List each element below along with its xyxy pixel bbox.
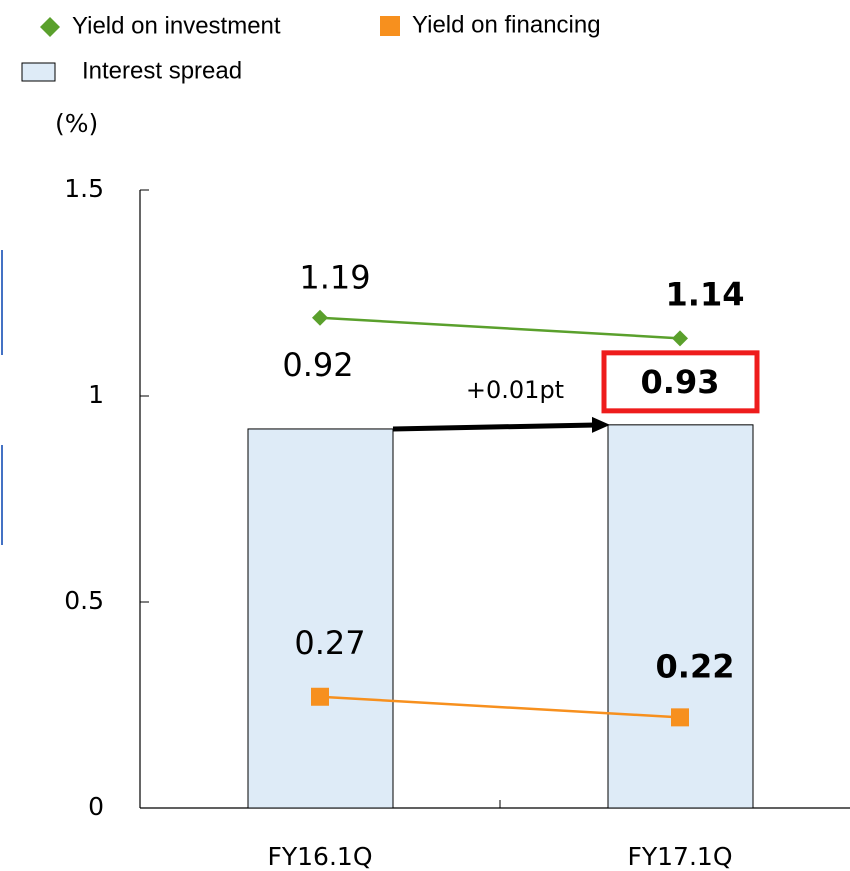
legend-marker <box>21 62 56 82</box>
x-tick-label: FY17.1Q <box>628 842 733 871</box>
data-label: 0.93 <box>641 363 720 401</box>
legend-marker <box>380 16 400 36</box>
legend-label: Interest spread <box>82 57 242 84</box>
y-tick-label: 1.5 <box>64 174 104 203</box>
data-label: 1.14 <box>666 275 745 313</box>
data-label: 0.27 <box>294 624 365 662</box>
data-label: 0.92 <box>282 346 353 384</box>
y-unit-label: (%) <box>55 109 98 138</box>
annotation: +0.01pt <box>466 376 564 404</box>
y-tick-label: 0.5 <box>64 586 104 615</box>
bar <box>607 424 754 809</box>
arrow-head <box>592 416 610 433</box>
marker <box>672 330 688 347</box>
data-label: 1.19 <box>299 259 370 297</box>
x-tick-label: FY16.1Q <box>268 842 373 871</box>
marker <box>671 708 689 727</box>
marker <box>312 309 328 326</box>
highlight-box <box>601 350 760 414</box>
data-label: 0.22 <box>656 647 735 685</box>
y-tick-label: 1 <box>88 380 104 409</box>
marker <box>311 687 329 706</box>
series-line <box>319 316 681 340</box>
bar <box>247 428 394 809</box>
change-arrow <box>392 422 603 432</box>
legend-label: Yield on investment <box>72 12 281 39</box>
y-tick-label: 0 <box>88 792 104 821</box>
series-line <box>319 695 681 719</box>
legend-marker <box>40 17 60 37</box>
legend-label: Yield on financing <box>412 11 601 38</box>
